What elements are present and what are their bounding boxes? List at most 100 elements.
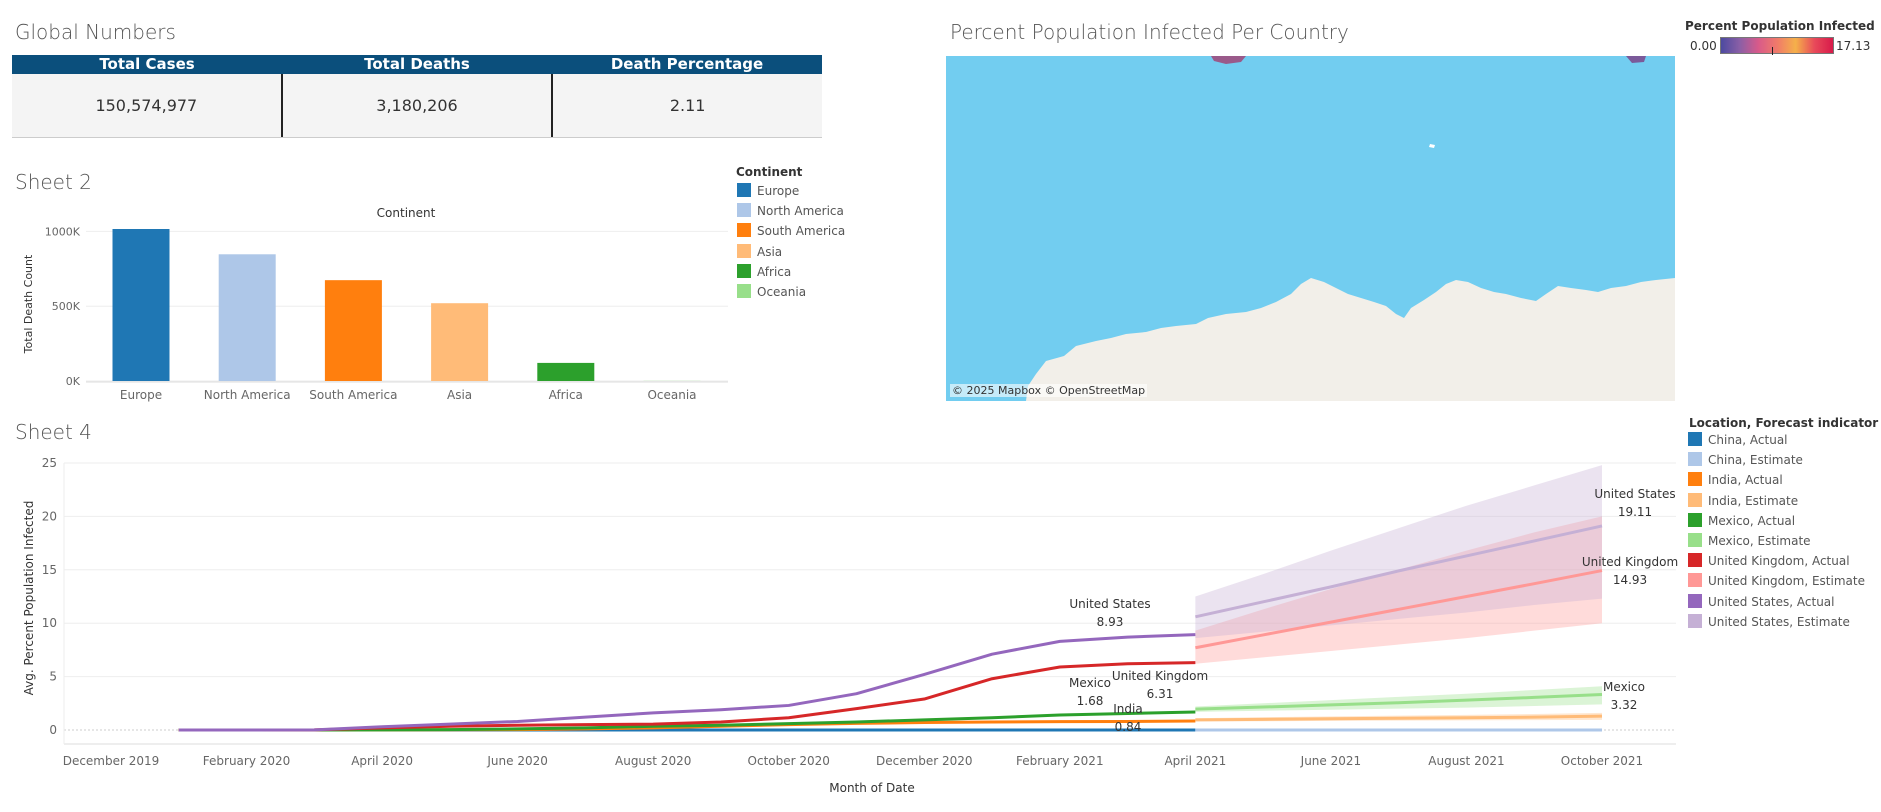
sheet4-xtick-label: August 2020 xyxy=(615,754,691,768)
legend-swatch xyxy=(737,183,751,197)
sheet2-xtick-europe: Europe xyxy=(120,388,162,402)
legend-swatch xyxy=(1688,573,1702,588)
map-island-top xyxy=(1211,56,1246,64)
map-island-top-right xyxy=(1626,56,1646,63)
sheet4-xtick-label: December 2019 xyxy=(63,754,160,768)
sheet2-xtick-africa: Africa xyxy=(549,388,583,402)
legend-label: Asia xyxy=(757,244,783,259)
sheet2-bar-europe[interactable] xyxy=(112,229,170,381)
legend-label: Mexico, Actual xyxy=(1708,513,1796,528)
sheet4-xtick-label: December 2020 xyxy=(876,754,973,768)
legend-swatch xyxy=(737,203,751,218)
sheet2-legend-item-asia[interactable]: Asia xyxy=(737,243,783,259)
sheet4-legend-item-india-actual[interactable]: India, Actual xyxy=(1688,472,1783,487)
kpi-header-death-percentage: Death Percentage xyxy=(610,55,764,73)
map-legend-title: Percent Population Infected xyxy=(1685,19,1875,33)
map-land xyxy=(1026,278,1675,401)
global-numbers-title: Global Numbers xyxy=(15,20,176,44)
legend-label: India, Actual xyxy=(1708,473,1783,488)
map-view[interactable]: © 2025 Mapbox © OpenStreetMap xyxy=(946,56,1675,401)
sheet4-legend-item-china-actual[interactable]: China, Actual xyxy=(1688,432,1788,447)
legend-swatch xyxy=(1688,432,1702,446)
sheet2-ytick-label: 0K xyxy=(66,375,81,388)
legend-swatch xyxy=(1688,512,1702,527)
legend-swatch xyxy=(737,284,751,298)
map-islet xyxy=(1429,144,1435,148)
sheet4-annotation-india: India 0.84 xyxy=(1113,702,1142,734)
map-legend-min: 0.00 xyxy=(1690,39,1717,53)
map-legend-max: 17.13 xyxy=(1836,39,1871,53)
sheet4-band-united-kingdom-estimate xyxy=(1195,516,1602,664)
sheet4-line-united-kingdom-actual[interactable] xyxy=(178,661,1196,732)
annotation-value: 1.68 xyxy=(1077,694,1104,708)
sheet2-bar-asia[interactable] xyxy=(431,303,489,381)
sheet4-annotation-mexico: Mexico 1.68 xyxy=(1069,676,1111,708)
sheet4-annotation-mexico: Mexico 3.32 xyxy=(1603,680,1645,712)
sheet4-legend-item-united-states-estimate[interactable]: United States, Estimate xyxy=(1688,613,1850,629)
sheet2-title: Sheet 2 xyxy=(15,170,92,194)
sheet4-annotation-united-kingdom: United Kingdom 6.31 xyxy=(1112,669,1208,701)
legend-label: Oceania xyxy=(757,285,807,299)
sheet2-chart: 0K 500K 1000K Europe North America South Ame… xyxy=(22,206,728,402)
sheet4-ytick-label: 10 xyxy=(42,616,57,630)
legend-label: Africa xyxy=(757,264,792,279)
sheet4-xtick-label: April 2021 xyxy=(1164,754,1226,768)
sheet4-line-united-kingdom-estimate[interactable] xyxy=(1195,569,1603,650)
sheet4-xtick-label: February 2020 xyxy=(203,754,291,768)
sheet4-ytick-label: 5 xyxy=(49,670,57,684)
sheet4-line-mexico-estimate[interactable] xyxy=(1195,693,1603,711)
legend-label: China, Actual xyxy=(1708,433,1788,447)
legend-label: China, Estimate xyxy=(1708,453,1803,468)
map-legend-gradient xyxy=(1720,37,1834,54)
map-title: Percent Population Infected Per Country xyxy=(950,20,1349,44)
sheet2-chart-title: Continent xyxy=(377,206,436,220)
legend-swatch xyxy=(1688,492,1702,507)
sheet4-xtick-label: June 2021 xyxy=(1300,754,1362,768)
sheet4-xtick-label: August 2021 xyxy=(1428,754,1504,768)
legend-label: United States, Actual xyxy=(1708,594,1835,609)
sheet4-annotation-united-kingdom: United Kingdom 14.93 xyxy=(1582,555,1678,587)
kpi-header-total-deaths: Total Deaths xyxy=(364,55,470,73)
sheet2-legend-item-africa[interactable]: Africa xyxy=(737,263,792,279)
sheet2-bar-north-america[interactable] xyxy=(218,254,276,381)
sheet4-legend-item-united-kingdom-estimate[interactable]: United Kingdom, Estimate xyxy=(1688,573,1865,588)
annotation-name: Mexico xyxy=(1603,680,1645,694)
sheet4-line-united-states-estimate[interactable] xyxy=(1195,524,1603,619)
sheet2-legend-item-north-america[interactable]: North America xyxy=(737,203,844,218)
annotation-name: United Kingdom xyxy=(1582,555,1678,569)
sheet4-legend-item-mexico-estimate[interactable]: Mexico, Estimate xyxy=(1688,533,1811,548)
sheet4-line-india-estimate[interactable] xyxy=(1195,714,1603,722)
annotation-name: Mexico xyxy=(1069,676,1111,690)
sheet4-ytick-label: 0 xyxy=(49,723,57,737)
sheet4-legend-item-united-kingdom-actual[interactable]: United Kingdom, Actual xyxy=(1688,553,1850,568)
sheet2-ylabel: Total Death Count xyxy=(22,254,35,354)
sheet2-bar-south-america[interactable] xyxy=(324,280,382,381)
legend-label: North America xyxy=(757,204,844,219)
kpi-value-total-deaths: 3,180,206 xyxy=(283,74,554,137)
sheet2-xtick-north-america: North America xyxy=(204,388,291,402)
sheet4-legend-item-india-estimate[interactable]: India, Estimate xyxy=(1688,492,1798,508)
annotation-name: United States xyxy=(1069,597,1150,611)
sheet4-legend-item-united-states-actual[interactable]: United States, Actual xyxy=(1688,593,1835,609)
sheet2-ytick-label: 1000K xyxy=(45,225,81,238)
legend-swatch xyxy=(737,243,751,258)
sheet4-xtick-label: April 2020 xyxy=(351,754,413,768)
annotation-value: 0.84 xyxy=(1115,720,1142,734)
sheet4-chart: 0 5 10 15 20 25 December 2019 February 2020 Apr… xyxy=(22,456,1678,795)
map-attribution[interactable]: © 2025 Mapbox © OpenStreetMap xyxy=(950,384,1148,397)
sheet4-line-united-states-actual[interactable] xyxy=(178,633,1196,732)
sheet2-legend-item-oceania[interactable]: Oceania xyxy=(737,284,806,299)
annotation-value: 14.93 xyxy=(1613,573,1647,587)
annotation-value: 19.11 xyxy=(1618,505,1652,519)
sheet2-legend-item-europe[interactable]: Europe xyxy=(737,183,799,198)
sheet4-xlabel: Month of Date xyxy=(829,781,915,795)
legend-swatch xyxy=(1688,472,1702,487)
sheet4-legend-item-mexico-actual[interactable]: Mexico, Actual xyxy=(1688,512,1796,528)
map-land-svg xyxy=(1026,56,1675,401)
sheet4-xtick-label: February 2021 xyxy=(1016,754,1104,768)
sheet2-bar-africa[interactable] xyxy=(537,362,595,381)
sheet4-legend-item-china-estimate[interactable]: China, Estimate xyxy=(1688,452,1803,467)
legend-swatch xyxy=(1688,452,1702,467)
sheet2-legend-title: Continent xyxy=(736,165,803,179)
sheet2-legend-item-south-america[interactable]: South America xyxy=(737,223,845,238)
